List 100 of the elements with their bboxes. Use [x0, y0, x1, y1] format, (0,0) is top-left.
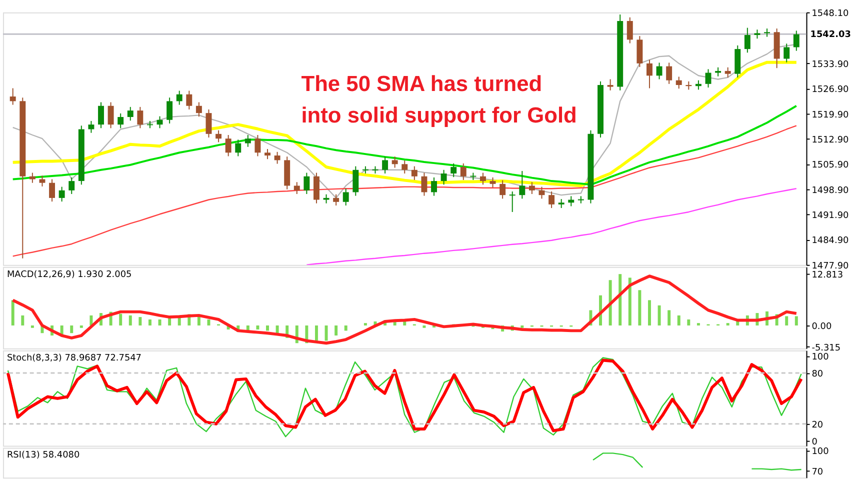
candlestick: [626, 16, 633, 44]
y-tick-label: 80: [812, 369, 824, 380]
candlestick: [421, 172, 428, 196]
candlestick: [450, 162, 457, 178]
candlestick: [500, 180, 506, 200]
candlestick: [88, 120, 94, 134]
candlestick: [127, 106, 134, 122]
candlestick: [68, 176, 75, 194]
candlestick: [656, 62, 662, 80]
candlestick: [244, 134, 251, 148]
candlestick: [392, 156, 398, 168]
y-tick-label: 1526.90: [812, 85, 850, 96]
candlestick: [166, 97, 173, 124]
chart-title: MACD(12,26,9) 1.930 2.005: [6, 270, 132, 280]
bar: [70, 325, 74, 334]
bar: [422, 325, 426, 328]
candlestick: [607, 78, 614, 91]
candlestick: [176, 90, 182, 106]
y-tick-label: 1477.90: [812, 261, 850, 272]
candlestick: [666, 62, 672, 84]
candlestick: [274, 151, 280, 164]
line-series: [306, 188, 797, 265]
candlestick: [39, 175, 46, 187]
candlestick: [137, 106, 144, 129]
candlestick: [342, 188, 349, 206]
candlestick: [784, 43, 790, 63]
bar: [618, 274, 622, 326]
annotation: The 50 SMA has turned into solid support for Gold: [301, 70, 577, 128]
bar: [276, 325, 279, 334]
candlestick: [460, 162, 466, 180]
y-tick-label: 1491.90: [812, 210, 850, 221]
ref-line-label: 1542.03: [810, 30, 851, 40]
bar: [638, 290, 642, 326]
candlestick: [646, 59, 652, 89]
candlestick: [206, 108, 212, 138]
candlestick: [186, 90, 192, 110]
y-tick-label: 1505.90: [812, 160, 850, 171]
candlestick: [98, 102, 104, 129]
candlestick: [196, 102, 202, 118]
candlestick: [235, 139, 242, 157]
candlestick: [548, 190, 555, 209]
candlestick: [568, 196, 574, 207]
candlestick: [431, 176, 437, 196]
bar: [30, 325, 34, 328]
bar: [207, 319, 210, 326]
bar: [256, 325, 260, 330]
bar: [344, 325, 348, 331]
y-tick-label: 20: [812, 420, 824, 430]
candlestick: [216, 130, 222, 143]
bar: [266, 325, 269, 331]
bar: [520, 325, 524, 328]
candlestick: [519, 170, 526, 200]
candlestick: [49, 178, 56, 202]
candlestick: [264, 148, 270, 160]
bar: [628, 278, 632, 326]
y-tick-label: -5.315: [812, 343, 841, 354]
candlestick: [744, 27, 750, 54]
candlestick: [695, 80, 702, 90]
y-tick-label: 0.00: [812, 322, 832, 332]
y-tick-label: 1484.90: [812, 236, 850, 246]
bar: [668, 310, 671, 326]
candlestick: [480, 172, 486, 186]
candlestick: [382, 156, 388, 174]
chart-title: RSI(13) 58.4080: [6, 450, 80, 461]
bar: [168, 318, 172, 326]
y-tick-label: 12.813: [812, 270, 844, 280]
line-series: [12, 104, 798, 186]
candlestick: [304, 172, 310, 194]
candlestick: [724, 66, 731, 78]
line-series: [12, 125, 797, 257]
candlestick: [333, 194, 340, 206]
candlestick: [58, 186, 65, 202]
bar: [80, 325, 83, 328]
y-tick-label: 1533.90: [812, 60, 850, 70]
candlestick: [402, 160, 408, 174]
bar: [794, 316, 798, 326]
bar: [11, 300, 14, 326]
bar: [334, 325, 338, 336]
bar: [403, 321, 406, 326]
candlestick: [294, 182, 300, 194]
candlestick: [793, 30, 800, 52]
y-tick-label: 1548.10: [812, 8, 850, 19]
bar: [687, 319, 690, 326]
candlestick: [225, 134, 232, 157]
chart-title: Stoch(8,3,3) 78.9687 72.7547: [6, 353, 142, 364]
y-tick-label: 1498.90: [812, 186, 850, 196]
candlestick: [313, 172, 320, 204]
candlestick: [440, 169, 447, 186]
candlestick: [254, 134, 261, 157]
bar: [90, 315, 93, 326]
candlestick: [705, 68, 712, 88]
candlestick: [528, 182, 535, 194]
y-tick-label: 0: [812, 437, 818, 448]
candlestick: [352, 166, 359, 196]
y-tick-label: 100: [812, 352, 830, 363]
bar: [608, 280, 612, 326]
bar: [648, 300, 651, 326]
bar: [119, 314, 122, 326]
candlestick: [490, 176, 496, 188]
candlestick: [118, 112, 124, 129]
